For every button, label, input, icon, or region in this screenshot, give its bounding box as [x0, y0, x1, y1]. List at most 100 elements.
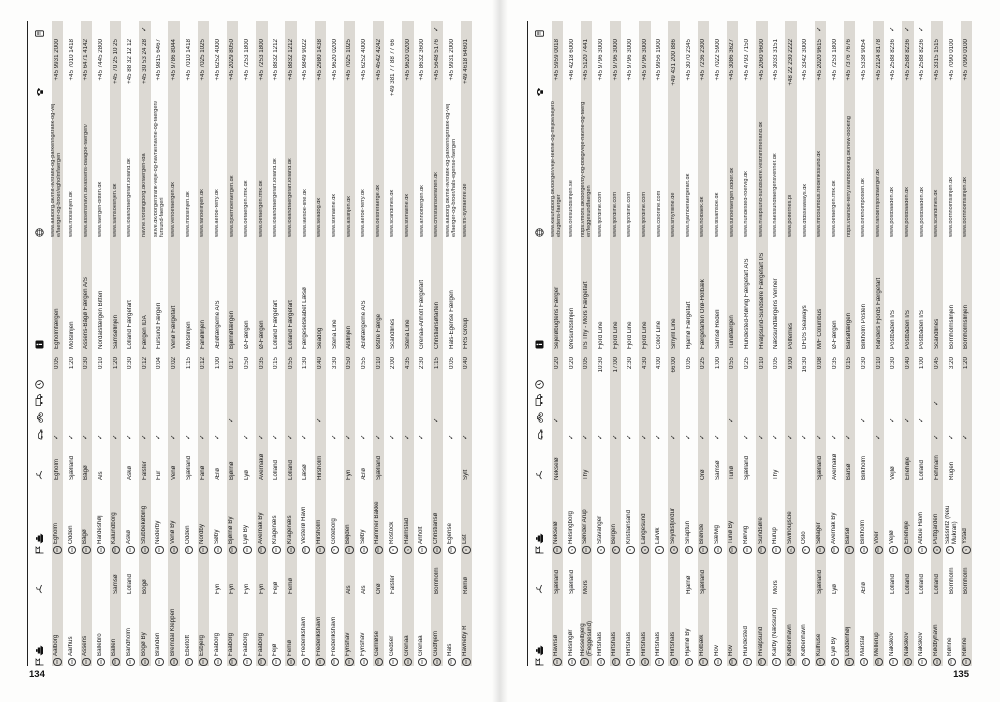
duration-cell: 0:10 [758, 357, 765, 370]
island-2-cell: Askø [127, 465, 134, 480]
port-1-cell: DK Nakskov [904, 594, 913, 666]
operator-cell: Fjord Line [641, 321, 648, 349]
port-1-name: Ballen [111, 638, 118, 657]
country-1-badge: DK [286, 657, 296, 666]
header-operator [535, 237, 544, 349]
duration-cell: 1:15 [185, 357, 192, 370]
phone-cell: +48 22 230 2222 [787, 39, 794, 86]
country-2-badge: DK [830, 545, 840, 554]
duration-cell: 4:30 [641, 357, 648, 370]
port-1-cell: DK Ballebro [97, 594, 106, 666]
port-2-cell: S Helsingborg [568, 480, 577, 554]
duration-cell: 0:45 [933, 357, 940, 370]
port-1-name: Hirtshals [655, 631, 662, 657]
table-row: DK Gamløse Orø DK Hammer Bakke Sjælland … [371, 21, 387, 666]
island-2-cell: Sjælland [68, 455, 75, 480]
country-2-badge: N [626, 545, 635, 554]
website-cell: www.aalborg.dk/mit-liv/trafik-og-parkeri… [445, 103, 457, 237]
phone-cell: +45 2060 9600 [758, 39, 765, 81]
port-2-cell: DK Sundsøre [758, 480, 767, 554]
website-cell: www.bornholmslinjen.dk [963, 176, 969, 237]
website-cell: www.venoefaergen.dk [171, 181, 177, 237]
country-1-badge: DK [140, 657, 150, 666]
duration-cell: 17:00 [612, 357, 619, 373]
port-1-cell: DK Hirtshals [597, 594, 606, 666]
port-1-cell: DK Femø [287, 594, 296, 666]
port-2-cell: DK Stubbekøbing [141, 480, 150, 554]
country-1-badge: DK [553, 657, 562, 666]
island-1-cell: Mors [773, 580, 780, 594]
phone-cell: +45 2980 1438 [317, 39, 324, 81]
island-2-cell: Birkholm [860, 455, 867, 480]
table-row: DK Marstal Ærø DK Birkholm Birkholm ✓ 0:… [857, 21, 872, 666]
country-1-badge: DK [389, 657, 398, 666]
phone-cell: +45 2124 8178 [875, 39, 882, 81]
country-2-badge: DK [199, 545, 208, 554]
website-cell: www.molslinjen.dk [185, 191, 191, 237]
country-1-badge: DK [874, 657, 883, 666]
table-row: DK Frederikshavn DK Vesterø Havn Læsø ✓ … [298, 21, 313, 666]
duration-cell: 0:02 [170, 357, 177, 370]
port-1-cell: DK Holbæk [699, 594, 708, 666]
table-row: DK Gudhjem Bornholm DK Christiansø ✓ 1:1… [429, 21, 445, 666]
island-1-cell: Femø [287, 577, 294, 594]
port-2-name: Barsø [845, 527, 852, 545]
website-cell: www.aeroe-ferry.dk [215, 189, 221, 237]
port-1-cell: DK Hjarnø By [685, 594, 694, 666]
cars-check: ✓ [288, 423, 294, 440]
port-2-name: Anholt [418, 526, 425, 545]
operator-cell: Birkholm Posten [860, 303, 867, 349]
country-2-badge: DK [684, 545, 694, 554]
phone-cell: +45 3070 2345 [685, 39, 692, 81]
cars-check: ✓ [390, 423, 396, 440]
page-number-left: 134 [29, 669, 45, 680]
header-trucks [35, 389, 43, 406]
website-cell: www.postbaaden.dk [904, 186, 910, 237]
cars-check: ✓ [686, 423, 692, 440]
port-1-name: Faaborg [242, 632, 249, 657]
port-2-cell: DK Askø [126, 480, 135, 554]
booking-check: ✓ [434, 21, 440, 37]
country-1-badge: DK [155, 657, 164, 666]
phone-cell: +45 8832 1212 [287, 39, 294, 81]
ferry-table-right: DK Havnsø Sjælland DK Nekselø Nekselø ✓ … [527, 21, 974, 666]
port-1-cell: DK Bandholm [126, 594, 135, 666]
port-1-name: Nakskov [903, 632, 910, 657]
duration-cell: 0:35 [831, 357, 838, 370]
phone-cell: +45 2588 8236 [890, 39, 897, 81]
operator-cell: Stena Line [404, 319, 411, 349]
table-row: DK Femø Femø DK Kragenæs Lolland ✓ 0:55 … [283, 21, 299, 666]
island-1-cell: Hjarnø [685, 575, 692, 594]
port-1-cell: DK Nakskov [918, 594, 927, 666]
country-2-badge: DK [374, 545, 383, 554]
country-1-badge: DK [199, 657, 208, 666]
phone-cell: +45 6471 4142 [83, 39, 90, 81]
phone-cell: +49 431 200 886 [670, 39, 677, 86]
island-1-cell: Bornholm [963, 567, 970, 594]
table-row: DK Hals DK Egense ✓ 0:05 Hals-Egense Fær… [444, 21, 459, 666]
duration-cell: 0:25 [700, 357, 707, 370]
country-1-badge: DK [184, 657, 194, 666]
island-2-cell: Als [97, 471, 104, 480]
port-2-cell: DK Nekselø [553, 480, 562, 554]
port-1-cell: DK Havnsø [553, 594, 562, 666]
country-1-badge: DK [272, 657, 281, 666]
bikes-check: ✓ [554, 406, 560, 423]
country-2-badge: DK [433, 545, 442, 554]
port-1-cell: DK Grenaa [418, 594, 427, 666]
operator-cell: Bornholmslinjen [948, 304, 955, 349]
cars-check: ✓ [963, 423, 969, 440]
cars-check: ✓ [788, 423, 794, 440]
duration-cell: 3:30 [331, 357, 338, 370]
port-2-name: Göteborg [330, 518, 337, 545]
table-row: DK København N Oslo ✓ 16:30 DFDS Seaways… [798, 21, 813, 666]
operator-cell: DFDS Seaways [802, 305, 809, 349]
country-1-badge: DK [213, 657, 223, 666]
island-1-cell: Sjælland [700, 569, 707, 594]
duration-cell: 0:12 [200, 357, 207, 370]
port-2-cell: N Stavanger [597, 480, 606, 554]
port-1-name: Mellerup [874, 632, 881, 657]
port-2-cell: DK Sønder Arup [582, 480, 591, 554]
country-2-badge: S [962, 545, 971, 554]
island-1-cell: Rømø [463, 576, 470, 594]
